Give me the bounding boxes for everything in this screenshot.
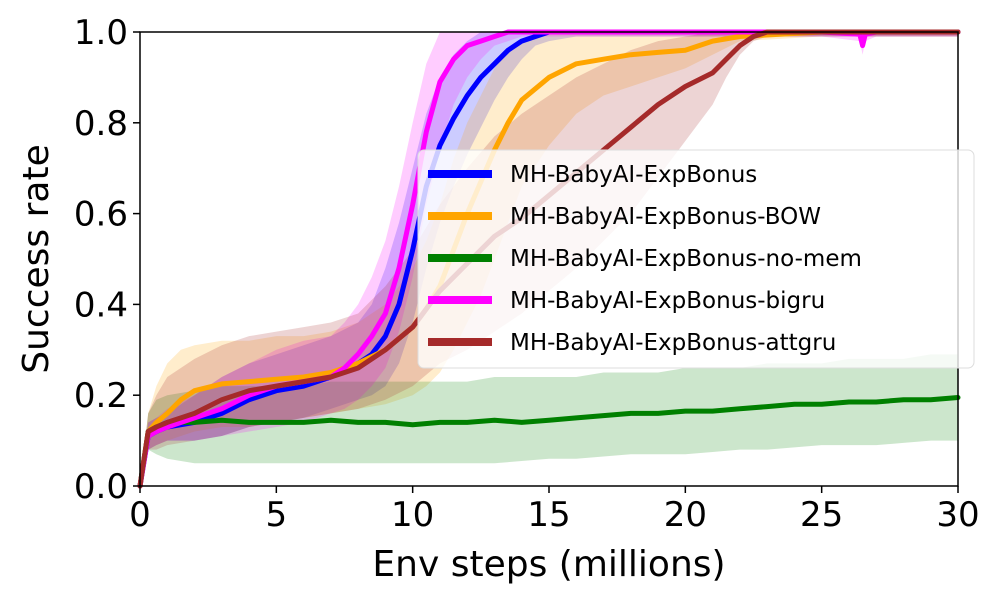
y-tick-label: 0.6 <box>74 195 128 235</box>
y-axis-ticks: 0.0 0.2 0.4 0.6 0.8 1.0 <box>74 13 140 507</box>
y-tick-label: 0.8 <box>74 104 128 144</box>
x-tick-label: 30 <box>936 495 979 535</box>
x-tick-label: 5 <box>266 495 288 535</box>
x-axis-label: Env steps (millions) <box>372 544 725 585</box>
y-tick-label: 1.0 <box>74 13 128 53</box>
x-axis-ticks: 0 5 10 15 20 25 30 <box>129 486 980 535</box>
y-tick-label: 0.4 <box>74 285 128 325</box>
legend-label: MH-BabyAI-ExpBonus <box>510 162 757 188</box>
x-tick-label: 10 <box>391 495 434 535</box>
legend-label: MH-BabyAI-ExpBonus-bigru <box>510 288 825 314</box>
legend: MH-BabyAI-ExpBonus MH-BabyAI-ExpBonus-BOW… <box>417 149 975 369</box>
x-tick-label: 20 <box>664 495 707 535</box>
legend-label: MH-BabyAI-ExpBonus-attgru <box>510 330 836 356</box>
y-tick-label: 0.2 <box>74 376 128 416</box>
y-tick-label: 0.0 <box>74 467 128 507</box>
legend-label: MH-BabyAI-ExpBonus-BOW <box>510 204 821 230</box>
x-tick-label: 15 <box>527 495 570 535</box>
line-series-3 <box>137 395 961 489</box>
legend-label: MH-BabyAI-ExpBonus-no-mem <box>510 246 862 272</box>
x-tick-label: 25 <box>800 495 843 535</box>
x-tick-label: 0 <box>129 495 151 535</box>
y-axis-label: Success rate <box>16 144 57 373</box>
legend-box <box>417 149 975 369</box>
